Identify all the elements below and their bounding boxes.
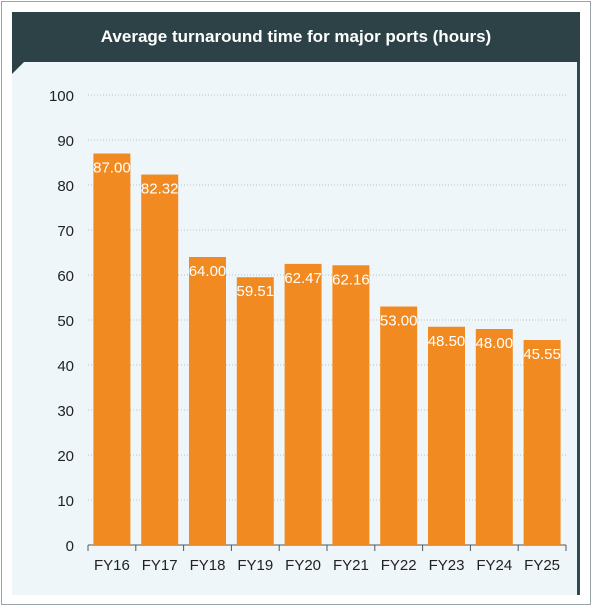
y-tick-label: 70: [57, 223, 74, 240]
x-tick-label: FY23: [429, 557, 465, 574]
bar: [380, 306, 418, 545]
bar-value-label: 48.50: [428, 333, 466, 350]
bar-value-label: 48.00: [476, 335, 514, 352]
x-tick-label: FY22: [381, 557, 417, 574]
x-tick-label: FY17: [142, 557, 178, 574]
bar-value-label: 62.16: [332, 271, 370, 288]
chart-title: Average turnaround time for major ports …: [12, 12, 580, 62]
bar-value-label: 87.00: [93, 160, 131, 177]
y-tick-label: 100: [49, 88, 74, 105]
bar-value-label: 45.55: [523, 346, 561, 363]
bar: [93, 153, 131, 545]
title-fold-decoration: [12, 62, 24, 74]
y-tick-label: 60: [57, 268, 74, 285]
y-tick-label: 40: [57, 358, 74, 375]
y-tick-label: 20: [57, 448, 74, 465]
x-tick-label: FY24: [476, 557, 512, 574]
bar: [332, 265, 370, 545]
x-tick-label: FY18: [190, 557, 226, 574]
bar-value-label: 82.32: [141, 181, 179, 198]
bar: [189, 257, 226, 545]
bar: [475, 329, 513, 545]
bar-value-label: 59.51: [237, 283, 275, 300]
bar-value-label: 53.00: [380, 313, 418, 330]
bar-value-label: 62.47: [284, 270, 322, 287]
bar-value-label: 64.00: [189, 263, 227, 280]
y-tick-label: 0: [66, 538, 74, 555]
bar: [428, 326, 465, 545]
x-tick-label: FY19: [237, 557, 273, 574]
bar: [284, 263, 322, 545]
x-tick-label: FY25: [524, 557, 560, 574]
bar: [523, 340, 561, 545]
y-tick-label: 90: [57, 133, 74, 150]
y-tick-label: 30: [57, 403, 74, 420]
y-tick-label: 50: [57, 313, 74, 330]
x-tick-label: FY20: [285, 557, 321, 574]
y-tick-label: 10: [57, 493, 74, 510]
x-tick-label: FY21: [333, 557, 369, 574]
x-tick-label: FY16: [94, 557, 130, 574]
bar: [141, 174, 179, 545]
bar: [236, 277, 274, 545]
y-tick-label: 80: [57, 178, 74, 195]
chart-title-text: Average turnaround time for major ports …: [100, 27, 492, 46]
